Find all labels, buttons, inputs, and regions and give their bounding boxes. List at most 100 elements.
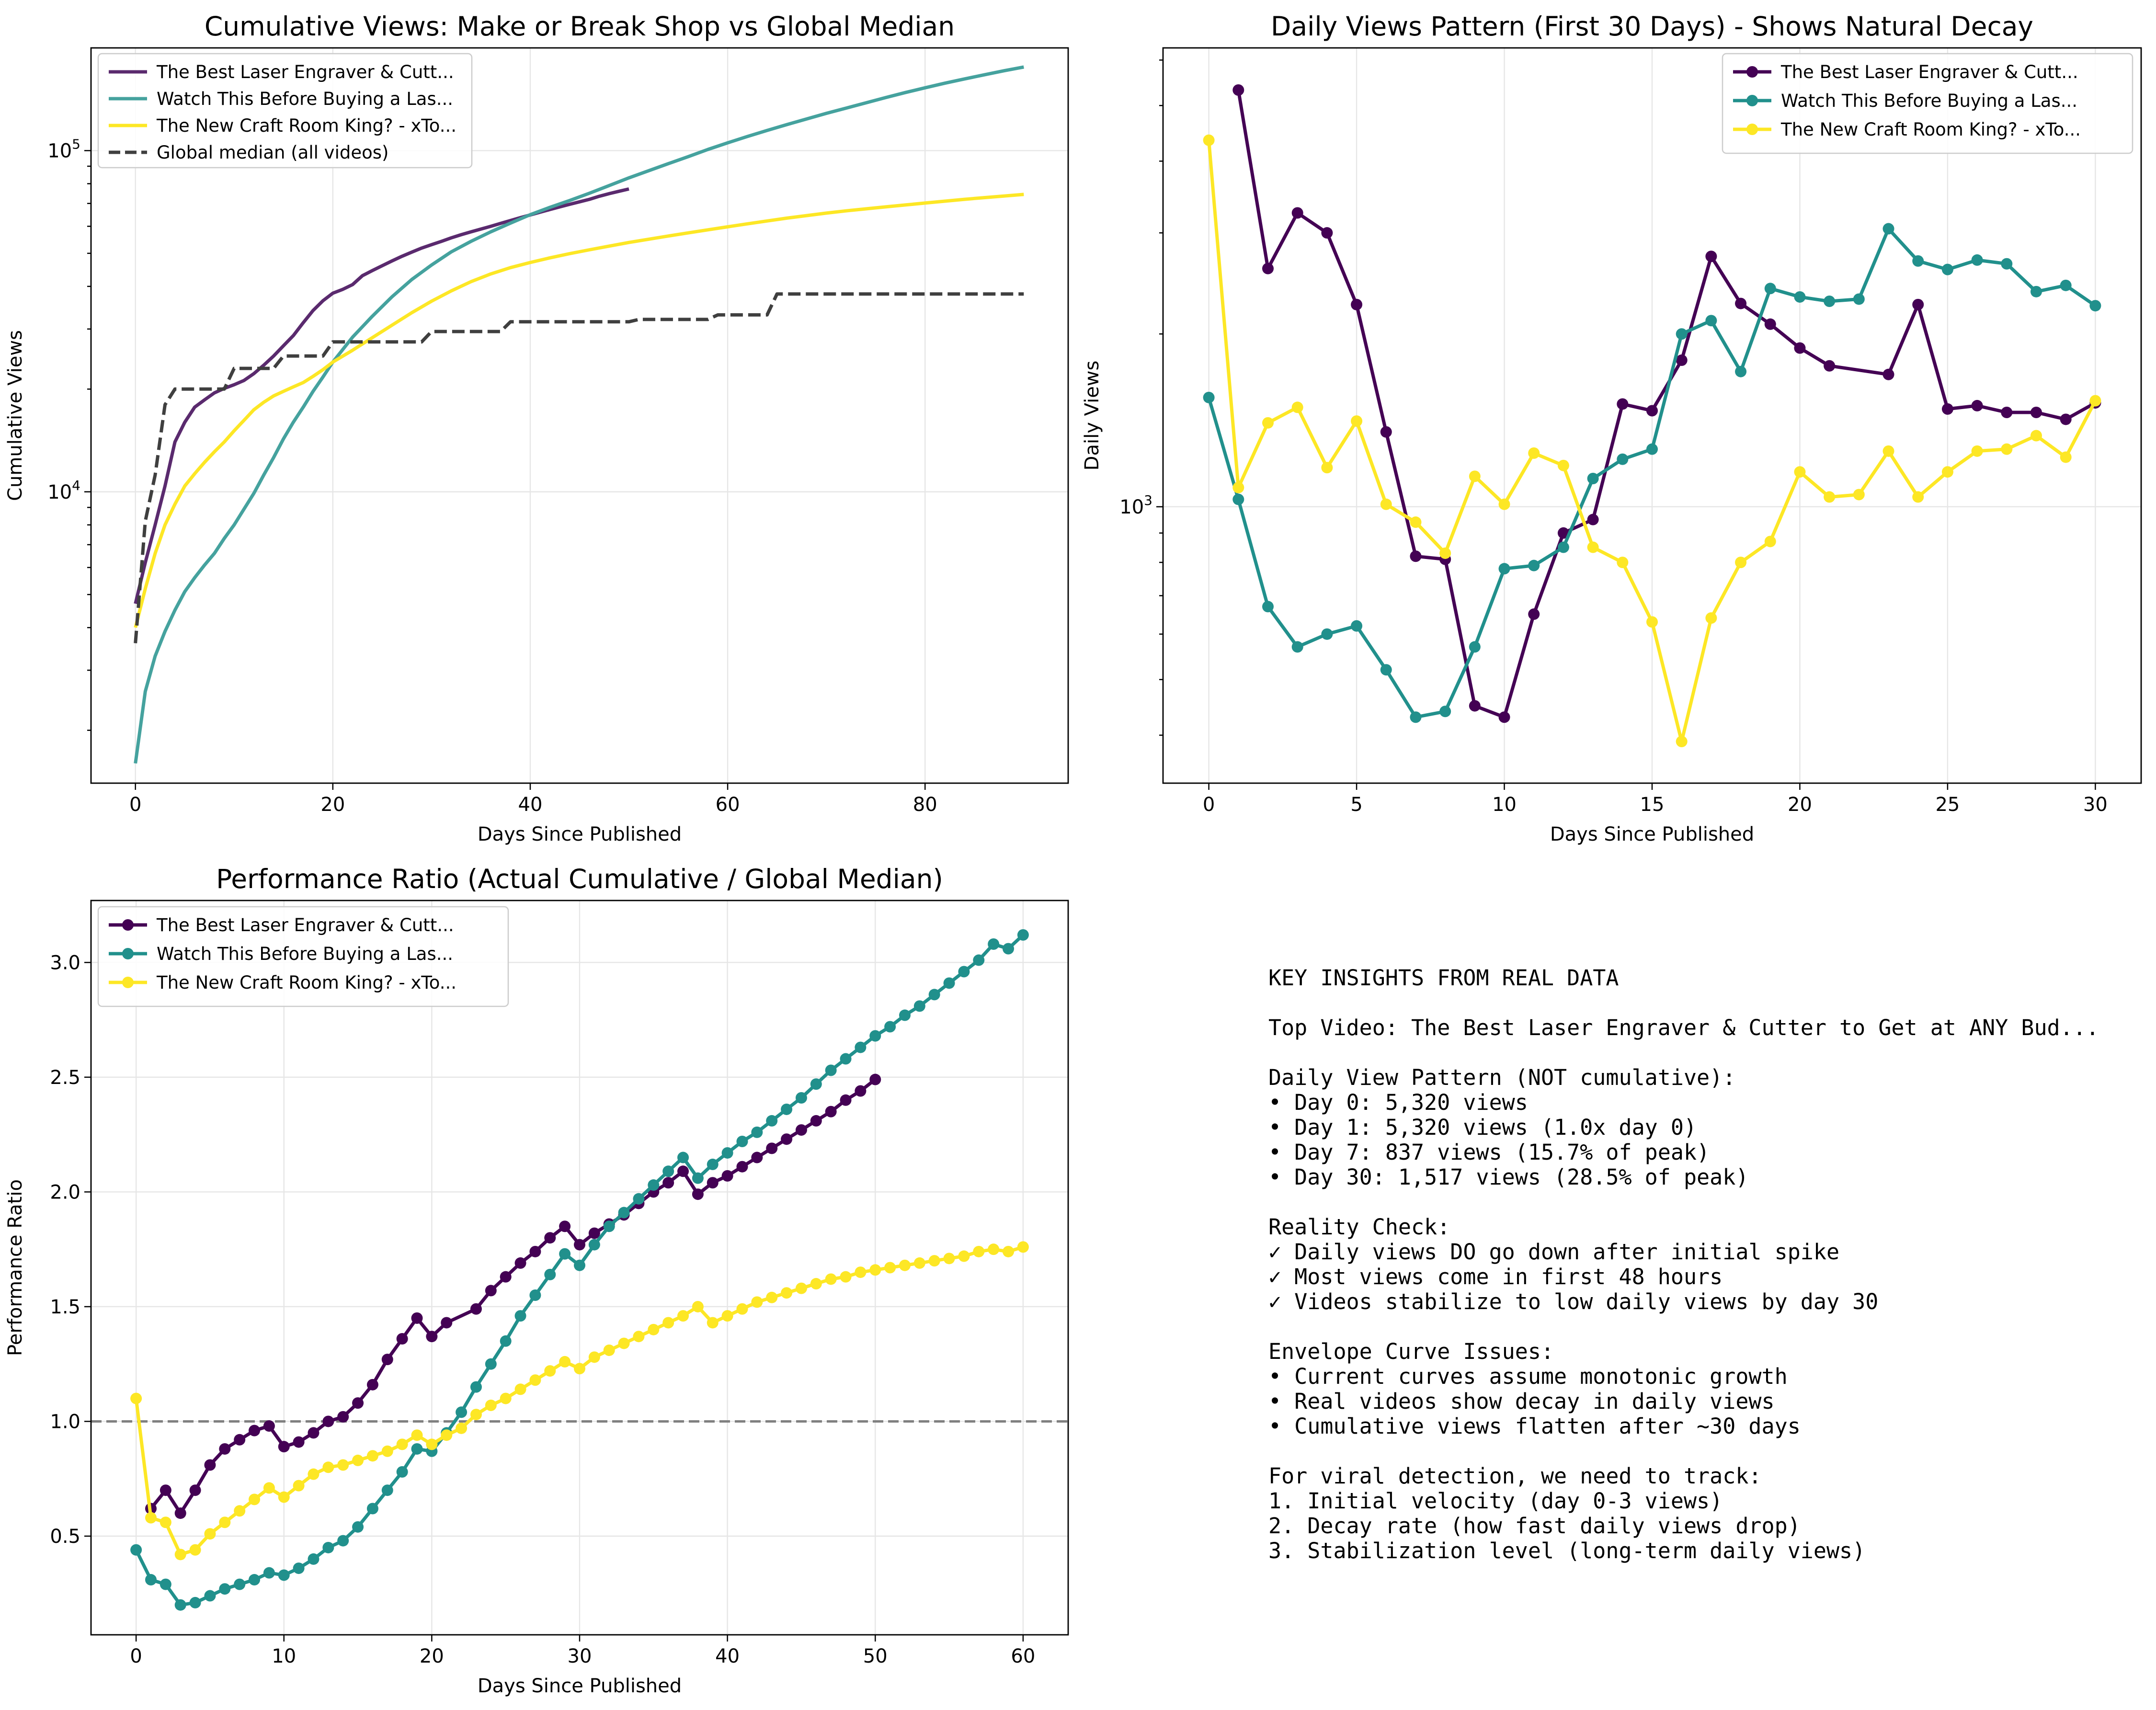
chart-title: Performance Ratio (Actual Cumulative / G… — [216, 864, 943, 894]
data-point — [559, 1356, 571, 1368]
y-axis-label: Cumulative Views — [4, 330, 26, 501]
series-2 — [134, 65, 1024, 764]
data-point — [2030, 406, 2042, 418]
series-2 — [130, 929, 1029, 1611]
data-point — [278, 1569, 290, 1581]
data-point — [677, 1165, 689, 1177]
chart-panel-1: 0 20 40 60 80 104 105 Cumulative Views: Make or… — [4, 11, 1069, 845]
data-point — [973, 954, 985, 966]
data-point — [1380, 664, 1392, 676]
x-tick-label: 0 — [130, 1645, 142, 1667]
data-point — [1735, 297, 1747, 309]
legend-marker-swatch — [122, 919, 134, 931]
data-point — [322, 1461, 334, 1473]
y-tick-label: 105 — [47, 136, 80, 162]
legend-box — [1722, 53, 2133, 154]
data-point — [544, 1365, 556, 1377]
legend-box — [97, 906, 509, 1007]
data-point — [366, 1379, 378, 1391]
data-point — [396, 1466, 408, 1478]
data-point — [381, 1354, 393, 1366]
data-point — [1262, 601, 1274, 613]
data-point — [456, 1422, 468, 1434]
data-point — [160, 1578, 171, 1590]
data-point — [2030, 430, 2042, 442]
data-point — [1705, 315, 1717, 327]
data-point — [2060, 279, 2072, 291]
data-point — [366, 1450, 378, 1462]
data-point — [308, 1427, 319, 1439]
chart-panel-2: 0 5 10 15 20 25 30 103 Daily Views Pattern (Firs… — [1081, 11, 2142, 845]
legend-entry-label: The Best Laser Engraver & Cutt... — [1780, 62, 2078, 82]
data-point — [899, 1009, 911, 1021]
data-point — [1794, 342, 1806, 354]
data-point — [707, 1177, 719, 1189]
data-point — [2001, 258, 2013, 270]
data-point — [1528, 447, 1540, 459]
y-tick-label: 0.5 — [50, 1526, 80, 1548]
data-point — [1912, 491, 1924, 503]
x-axis-label: Days Since Published — [478, 823, 682, 845]
data-point — [337, 1411, 349, 1423]
data-point — [352, 1521, 364, 1533]
data-point — [1321, 628, 1333, 640]
data-point — [1794, 291, 1806, 303]
data-point — [426, 1331, 438, 1343]
data-point — [1232, 84, 1244, 96]
x-tick-label: 25 — [1935, 794, 1960, 816]
data-point — [293, 1480, 305, 1492]
y-axis-label: Performance Ratio — [4, 1179, 26, 1356]
data-point — [174, 1549, 186, 1561]
legend-entry-label: The Best Laser Engraver & Cutt... — [156, 915, 454, 935]
data-point — [2060, 413, 2072, 425]
data-point — [544, 1268, 556, 1280]
x-tick-label: 10 — [272, 1645, 296, 1667]
data-point — [529, 1374, 541, 1386]
data-point — [825, 1064, 837, 1076]
data-point — [588, 1239, 600, 1251]
data-point — [145, 1574, 157, 1586]
legend-marker-swatch — [122, 977, 134, 988]
data-point — [366, 1503, 378, 1515]
data-point — [174, 1507, 186, 1519]
x-tick-label: 20 — [320, 794, 345, 816]
data-point — [2001, 406, 2013, 418]
data-point — [278, 1491, 290, 1503]
data-point — [810, 1278, 822, 1290]
data-point — [721, 1147, 733, 1159]
legend-entry-label: Watch This Before Buying a Las... — [157, 89, 453, 109]
data-point — [130, 1544, 142, 1556]
data-point — [249, 1493, 261, 1505]
data-point — [677, 1151, 689, 1163]
data-point — [1587, 513, 1599, 525]
data-point — [1351, 620, 1363, 632]
data-point — [1587, 472, 1599, 484]
data-point — [928, 989, 940, 1001]
data-point — [352, 1397, 364, 1409]
plot-frame — [90, 47, 1069, 784]
data-point — [707, 1317, 719, 1329]
data-point — [219, 1583, 231, 1595]
data-point — [692, 1300, 704, 1312]
data-point — [1735, 365, 1747, 377]
data-point — [899, 1259, 911, 1271]
x-tick-label: 0 — [1203, 794, 1215, 816]
plot-frame — [1162, 47, 2142, 784]
data-point — [411, 1443, 423, 1455]
data-point — [736, 1303, 748, 1315]
data-point — [529, 1245, 541, 1257]
data-point — [2001, 443, 2013, 455]
plot-frame — [90, 900, 1069, 1636]
series-line — [1236, 90, 2097, 719]
data-point — [1351, 298, 1363, 310]
data-point — [751, 1151, 763, 1163]
legend-marker-swatch — [1746, 124, 1758, 135]
data-point — [2089, 395, 2101, 407]
x-tick-label: 20 — [1788, 794, 1812, 816]
y-axis-label: Daily Views — [1081, 361, 1103, 471]
data-point — [1882, 368, 1894, 380]
data-point — [1853, 293, 1865, 305]
data-point — [913, 1000, 925, 1012]
y-tick-label: 1.0 — [50, 1411, 80, 1433]
data-point — [500, 1392, 512, 1404]
